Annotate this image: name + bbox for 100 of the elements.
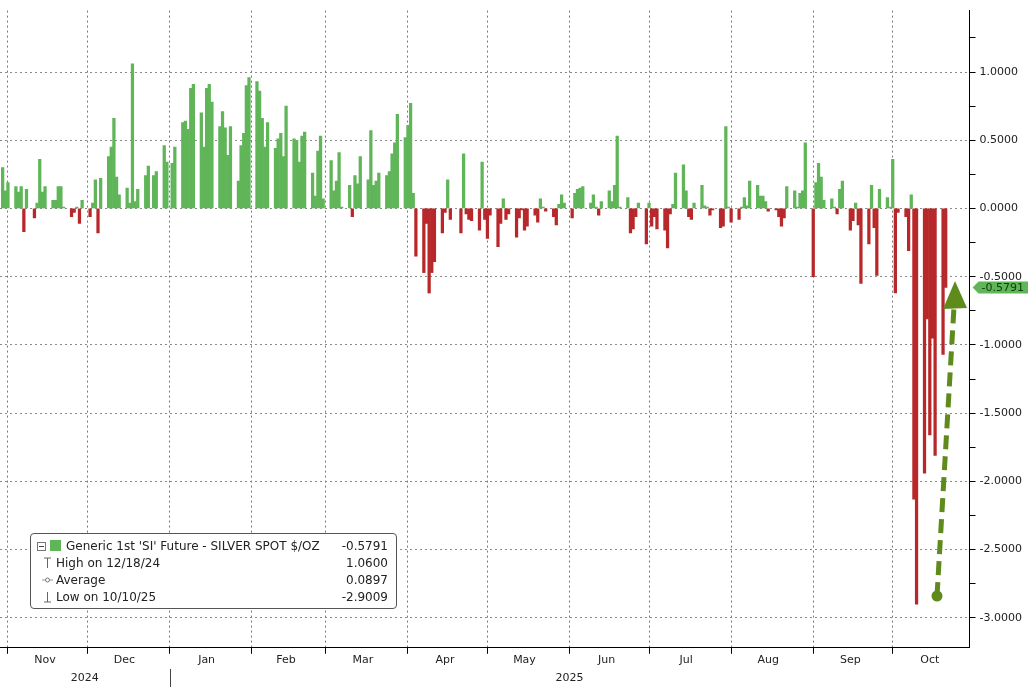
y-tick-label: -2.5000 (979, 542, 1023, 556)
x-tick-label: Mar (352, 653, 374, 667)
bar (377, 172, 381, 209)
bar (220, 111, 225, 209)
bar (922, 208, 927, 474)
bar (93, 179, 97, 209)
x-tick-label: Aug (757, 653, 779, 667)
legend-label: Generic 1st 'SI' Future - SILVER SPOT $/OZ (66, 538, 320, 553)
bar (303, 131, 307, 209)
bar (869, 184, 874, 209)
annotation: Average (56, 572, 106, 587)
annotation: 1.0600 (345, 555, 388, 570)
y-tick-label: -0.5000 (979, 269, 1023, 283)
bar (38, 159, 42, 209)
bar (655, 208, 659, 230)
bar (24, 189, 29, 209)
y-tick-label: -1.0000 (979, 337, 1023, 351)
bar (14, 186, 18, 209)
bar (504, 208, 508, 220)
bar (265, 122, 270, 209)
bar (875, 208, 879, 276)
bar (941, 208, 945, 355)
x-tick-label: Dec (113, 653, 136, 667)
bar (597, 208, 601, 216)
bar (906, 208, 911, 252)
bar (43, 186, 47, 209)
bar (99, 178, 103, 209)
bar (721, 208, 725, 227)
bar (22, 208, 26, 232)
bar (591, 194, 596, 209)
bar (748, 180, 752, 209)
bar (766, 208, 770, 212)
bar (708, 208, 712, 216)
bar (422, 208, 426, 273)
bar (279, 133, 283, 209)
bar (615, 135, 619, 209)
annotation: 0.0897 (345, 572, 388, 587)
y-tick-label: 1.0000 (979, 64, 1019, 78)
bar (928, 208, 932, 436)
bar (358, 156, 362, 209)
bar (136, 189, 140, 209)
bar (154, 171, 158, 209)
bar (811, 208, 815, 277)
bar (626, 197, 630, 209)
bar (647, 202, 651, 209)
bar (477, 208, 482, 231)
y-tick-label: 0.0000 (979, 201, 1019, 215)
bar (204, 88, 209, 209)
x-tick-label: Jan (197, 653, 216, 667)
bar (6, 182, 10, 209)
bar (816, 163, 821, 209)
bar (173, 146, 177, 209)
bar (867, 208, 871, 245)
bar (189, 88, 193, 209)
bar (877, 189, 882, 209)
x-tick-label: Sep (839, 653, 861, 667)
bar (247, 77, 251, 209)
bar (395, 113, 399, 209)
bar (914, 208, 919, 605)
bar (793, 190, 797, 209)
bar (459, 208, 463, 234)
bar (803, 142, 807, 209)
bar (650, 208, 654, 227)
x-tick-label: Jul (678, 653, 693, 667)
bar (369, 130, 373, 209)
bar (337, 152, 341, 209)
bar (909, 194, 913, 209)
bar (96, 208, 100, 234)
bar (446, 179, 450, 209)
bar (461, 153, 466, 209)
bar (933, 208, 937, 456)
bar (891, 159, 895, 209)
bar (348, 184, 352, 209)
bar (480, 161, 484, 209)
annotation: Low on 10/10/25 (56, 589, 157, 604)
bar (310, 172, 315, 209)
bar (692, 202, 696, 209)
annotation: -2.9009 (340, 589, 388, 604)
bar (130, 63, 135, 209)
bar (840, 180, 845, 209)
bar (329, 160, 333, 209)
bar (522, 208, 527, 231)
x-tick-label: May (513, 653, 537, 667)
bar (191, 83, 196, 209)
bar (724, 126, 728, 209)
bar (599, 201, 603, 209)
bar (893, 208, 897, 294)
bar (284, 105, 288, 209)
bar (300, 135, 304, 209)
bar (88, 208, 92, 217)
y-tick-label: -2.0000 (979, 474, 1023, 488)
bar (755, 184, 760, 209)
bar (718, 208, 723, 228)
annotation: High on 12/18/24 (56, 555, 161, 570)
y-tick-label: -3.0000 (979, 610, 1023, 624)
annotation: -0.5791 (340, 538, 388, 553)
bar (228, 126, 233, 209)
text: 2024 (70, 671, 99, 685)
bar (785, 186, 789, 209)
bar (318, 135, 323, 209)
